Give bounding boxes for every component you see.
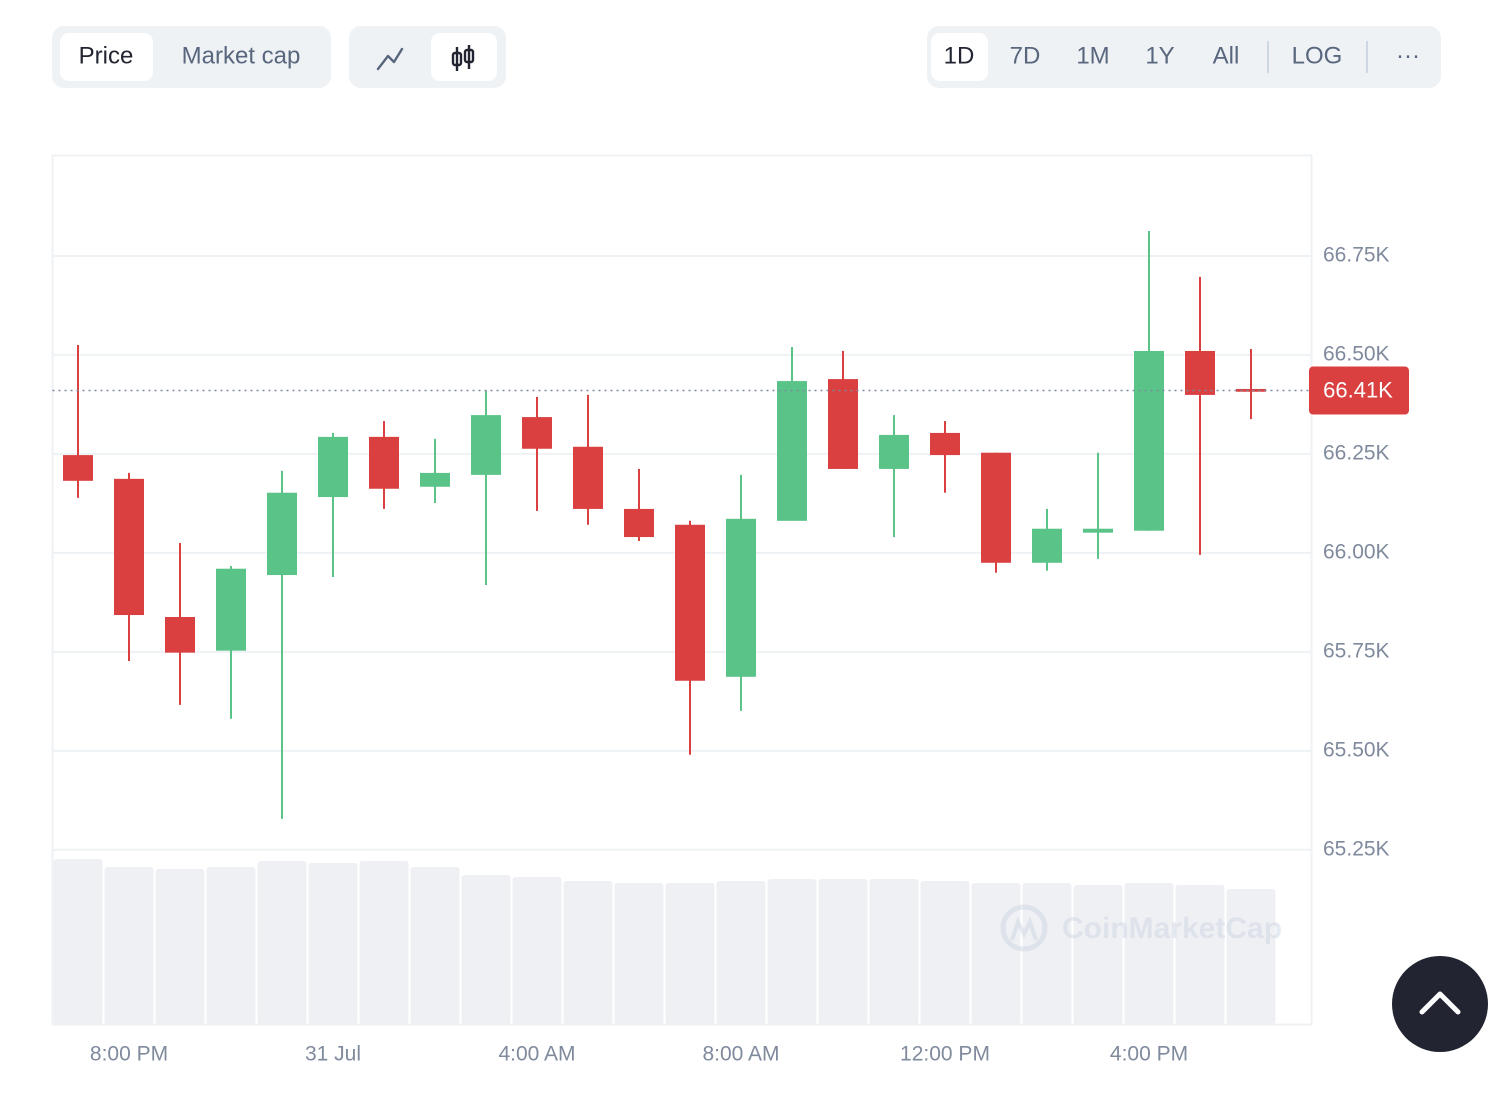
x-tick-label: 12:00 PM (900, 1043, 990, 1066)
volume-bar (359, 861, 409, 1024)
candle-body (1083, 528, 1113, 533)
candle-body (1032, 528, 1062, 563)
candle-body (165, 617, 195, 653)
candle-icon[interactable] (451, 45, 475, 71)
x-tick-label: 4:00 AM (498, 1043, 575, 1066)
y-tick-label: 66.25K (1323, 441, 1390, 464)
x-tick-label: 31 Jul (305, 1043, 361, 1066)
volume-bar (818, 879, 868, 1024)
candle-body (1134, 350, 1164, 531)
price-layer: 65.25K 65.50K 65.75K 66.00K 66.25K 66.50K 66.7… (52, 231, 1409, 1066)
candle-body (981, 452, 1011, 563)
candle-body (624, 508, 654, 538)
volume-bar (257, 861, 307, 1024)
candle-body (930, 432, 960, 456)
y-tick-label: 65.50K (1323, 738, 1390, 761)
candle-body (879, 434, 909, 469)
watermark: CoinMarketCap (1000, 904, 1282, 952)
candle-body (267, 492, 297, 576)
watermark-text: CoinMarketCap (1062, 912, 1282, 945)
x-tick-label: 4:00 PM (1110, 1043, 1188, 1066)
volume-layer (53, 859, 1276, 1024)
scale-log[interactable]: LOG (1292, 42, 1343, 69)
last-price-badge (1309, 366, 1409, 415)
candle-body (1236, 388, 1266, 392)
candle-body (420, 472, 450, 487)
scroll-top-button[interactable] (1392, 956, 1488, 1052)
more-menu[interactable]: ··· (1396, 42, 1420, 69)
range-1y[interactable]: 1Y (1145, 42, 1174, 69)
volume-bar (614, 883, 664, 1024)
volume-bar (1073, 885, 1123, 1024)
candle-body (777, 381, 807, 521)
line-icon[interactable] (376, 47, 404, 71)
candle-body (63, 455, 93, 481)
volume-bar (920, 881, 970, 1024)
plot-frame (51, 154, 1313, 1026)
scroll-top-icon (1419, 991, 1461, 1015)
volume-bar (461, 875, 511, 1024)
volume-bar (308, 863, 358, 1024)
range-tabs (927, 26, 1441, 88)
volume-bar (206, 867, 256, 1024)
candle-body (318, 436, 348, 498)
volume-bar (1124, 883, 1174, 1024)
range-1m[interactable]: 1M (1076, 42, 1109, 69)
volume-bar (869, 879, 919, 1024)
range-all[interactable]: All (1213, 42, 1240, 69)
tab-selected[interactable] (60, 33, 153, 81)
range-1d[interactable]: 1D (944, 42, 975, 69)
candle-body (675, 524, 705, 681)
volume-bar (767, 879, 817, 1024)
tab-price[interactable]: Price (79, 42, 134, 69)
volume-bar (971, 883, 1021, 1024)
last-price-label: 66.41K (1323, 377, 1393, 402)
y-tick-label: 65.75K (1323, 639, 1390, 662)
volume-bar (716, 881, 766, 1024)
y-tick-label: 66.50K (1323, 342, 1390, 365)
range-7d[interactable]: 7D (1010, 42, 1041, 69)
volume-bar (155, 869, 205, 1024)
y-tick-label: 66.75K (1323, 244, 1390, 267)
candle-body (1185, 350, 1215, 395)
candle-body (828, 379, 858, 469)
volume-bar (1226, 889, 1276, 1024)
volume-bar (53, 859, 103, 1024)
candle-body (216, 568, 246, 651)
candle-body (369, 436, 399, 489)
candle-body (522, 417, 552, 449)
volume-bar (1022, 883, 1072, 1024)
y-tick-label: 66.00K (1323, 540, 1390, 563)
volume-bar (563, 881, 613, 1024)
x-tick-label: 8:00 PM (90, 1043, 168, 1066)
x-tick-label: 8:00 AM (702, 1043, 779, 1066)
volume-bar (104, 867, 154, 1024)
candle-body (726, 518, 756, 677)
volume-bar (410, 867, 460, 1024)
candle-body (471, 415, 501, 475)
volume-bar (512, 877, 562, 1024)
volume-bar (665, 883, 715, 1024)
volume-bar (1175, 885, 1225, 1024)
candle-body (573, 446, 603, 509)
y-tick-label: 65.25K (1323, 837, 1390, 860)
candle-body (114, 478, 144, 616)
range-selected[interactable] (931, 33, 988, 81)
tab-market-cap[interactable]: Market cap (182, 42, 301, 69)
